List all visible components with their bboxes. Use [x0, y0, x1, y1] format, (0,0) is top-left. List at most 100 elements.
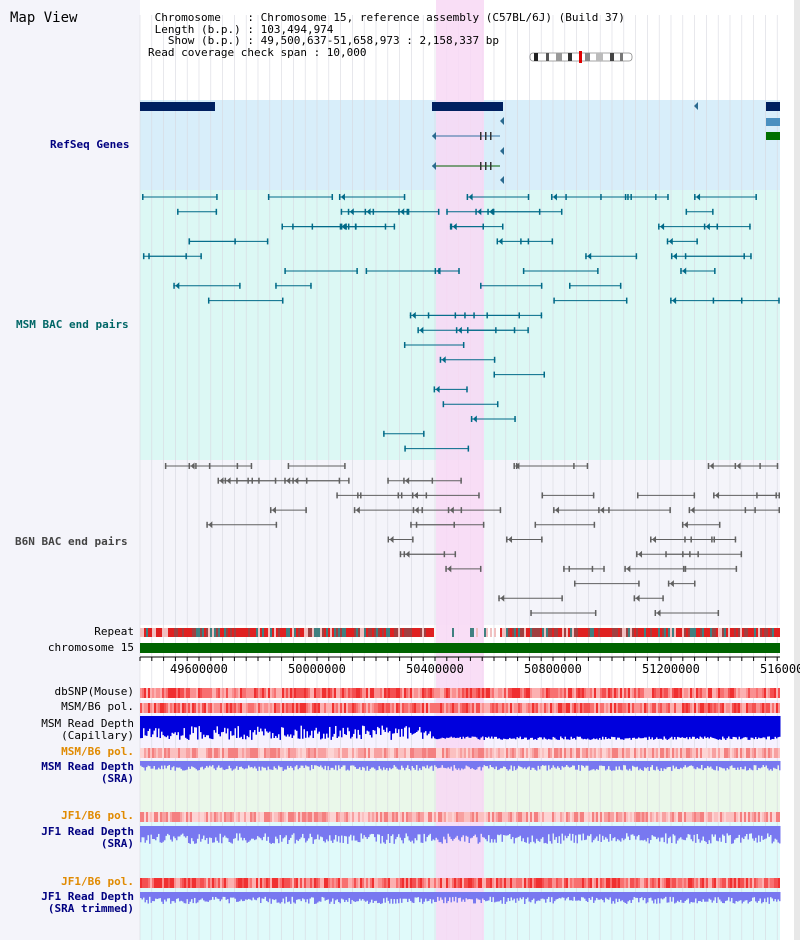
jf1-b6-polymorphism: [326, 812, 328, 822]
track-label-refseq[interactable]: RefSeq Genes: [50, 138, 130, 151]
msm-depth-capillary: [423, 716, 425, 733]
dbsnp-density: [722, 688, 724, 698]
dbsnp-density: [188, 688, 190, 698]
jf1-depth-sra-trimmed: [569, 892, 571, 901]
dbsnp-density: [772, 688, 774, 698]
track-label-msm-bac[interactable]: MSM BAC end pairs: [16, 318, 129, 331]
msm-depth-capillary: [474, 716, 476, 737]
jf1-b6-polymorphism: [678, 812, 680, 822]
msm-b6-polymorphism: [340, 703, 342, 713]
msm-bac-pair-arrow: [682, 267, 687, 275]
jf1-b6-polymorphism-trimmed: [332, 878, 334, 888]
msm-depth-capillary: [722, 716, 724, 737]
jf1-b6-polymorphism-trimmed: [226, 878, 228, 888]
jf1-b6-polymorphism-trimmed: [294, 878, 296, 888]
msm-depth-capillary: [240, 716, 242, 737]
jf1-b6-polymorphism-trimmed: [140, 878, 142, 888]
jf1-depth-sra-trimmed: [551, 892, 553, 898]
msm-depth-sra: [318, 761, 320, 767]
dbsnp-density: [152, 688, 154, 698]
msm-depth-capillary: [255, 716, 257, 735]
msm-b6-polymorphism: [768, 703, 770, 713]
jf1-b6-polymorphism: [728, 812, 730, 822]
jf1-b6-polymorphism: [150, 812, 152, 822]
msm-b6-polymorphism-sra: [450, 748, 452, 758]
jf1-depth-sra-trimmed: [596, 892, 598, 898]
jf1-depth-sra-trimmed: [447, 892, 449, 902]
jf1-b6-polymorphism: [744, 812, 746, 822]
jf1-b6-polymorphism: [406, 812, 408, 822]
msm-depth-capillary: [561, 716, 563, 739]
msm-b6-polymorphism: [222, 703, 224, 713]
jf1-b6-polymorphism-trimmed: [730, 878, 732, 888]
jf1-b6-polymorphism: [324, 812, 326, 822]
msm-depth-sra: [395, 761, 397, 767]
msm-depth-capillary: [708, 716, 710, 739]
repeat-element: [402, 628, 404, 637]
jf1-depth-sra-trimmed: [236, 892, 238, 902]
jf1-depth-sra: [468, 826, 470, 844]
dbsnp-density: [302, 688, 304, 698]
msm-bac-pair-end: [685, 208, 688, 215]
jf1-b6-polymorphism: [620, 812, 622, 822]
msm-b6-polymorphism: [302, 703, 304, 713]
jf1-depth-sra: [194, 826, 196, 844]
dbsnp-density: [406, 688, 408, 698]
jf1-b6-polymorphism: [264, 812, 266, 822]
jf1-depth-sra: [747, 826, 749, 840]
msm-depth-capillary: [666, 716, 668, 740]
msm-b6-polymorphism-sra: [550, 748, 552, 758]
jf1-b6-polymorphism: [776, 812, 778, 822]
jf1-b6-polymorphism-trimmed: [202, 878, 204, 888]
msm-depth-capillary: [420, 716, 422, 733]
msm-depth-capillary: [203, 716, 205, 735]
msm-depth-capillary: [332, 716, 334, 737]
jf1-depth-sra-trimmed: [318, 892, 320, 902]
jf1-b6-polymorphism: [194, 812, 196, 822]
jf1-depth-sra-trimmed: [482, 892, 484, 899]
jf1-depth-sra-trimmed: [344, 892, 346, 903]
repeat-element: [660, 628, 662, 637]
jf1-b6-polymorphism-trimmed: [244, 878, 246, 888]
jf1-depth-sra-trimmed: [425, 892, 427, 899]
repeat-element: [618, 628, 620, 637]
jf1-depth-sra: [749, 826, 751, 834]
msm-b6-polymorphism: [550, 703, 552, 713]
b6n-bac-pair-arrow: [413, 491, 418, 499]
msm-b6-polymorphism: [156, 703, 158, 713]
msm-depth-capillary: [297, 716, 299, 739]
msm-b6-polymorphism: [476, 703, 478, 713]
track-label-b6n-bac[interactable]: B6N BAC end pairs: [15, 535, 128, 548]
msm-depth-sra: [753, 761, 755, 766]
msm-depth-sra: [642, 761, 644, 771]
jf1-b6-polymorphism: [232, 812, 234, 822]
jf1-depth-sra: [507, 826, 509, 836]
msm-b6-polymorphism-sra: [774, 748, 776, 758]
jf1-depth-sra: [539, 826, 541, 842]
jf1-depth-sra: [699, 826, 701, 843]
msm-depth-sra: [476, 761, 478, 770]
jf1-depth-sra-trimmed: [654, 892, 656, 900]
jf1-depth-sra: [602, 826, 604, 836]
dbsnp-density: [486, 688, 488, 698]
msm-b6-polymorphism: [666, 703, 668, 713]
msm-bac-pair-end: [339, 223, 342, 230]
dbsnp-density: [716, 688, 718, 698]
jf1-b6-polymorphism: [208, 812, 210, 822]
jf1-b6-polymorphism: [628, 812, 630, 822]
b6n-bac-pair-end: [412, 536, 414, 543]
jf1-depth-sra-trimmed: [606, 892, 608, 900]
msm-b6-polymorphism-sra: [256, 748, 258, 758]
jf1-depth-sra-trimmed: [752, 892, 754, 898]
jf1-depth-sra: [642, 826, 644, 841]
msm-depth-capillary: [315, 716, 317, 728]
dbsnp-density: [232, 688, 234, 698]
msm-depth-capillary: [146, 716, 148, 736]
msm-bac-pair-end: [778, 297, 780, 304]
jf1-b6-polymorphism-trimmed: [610, 878, 612, 888]
jf1-b6-polymorphism: [314, 812, 316, 822]
msm-bac-pair-end: [275, 282, 277, 289]
msm-depth-capillary: [329, 716, 331, 727]
